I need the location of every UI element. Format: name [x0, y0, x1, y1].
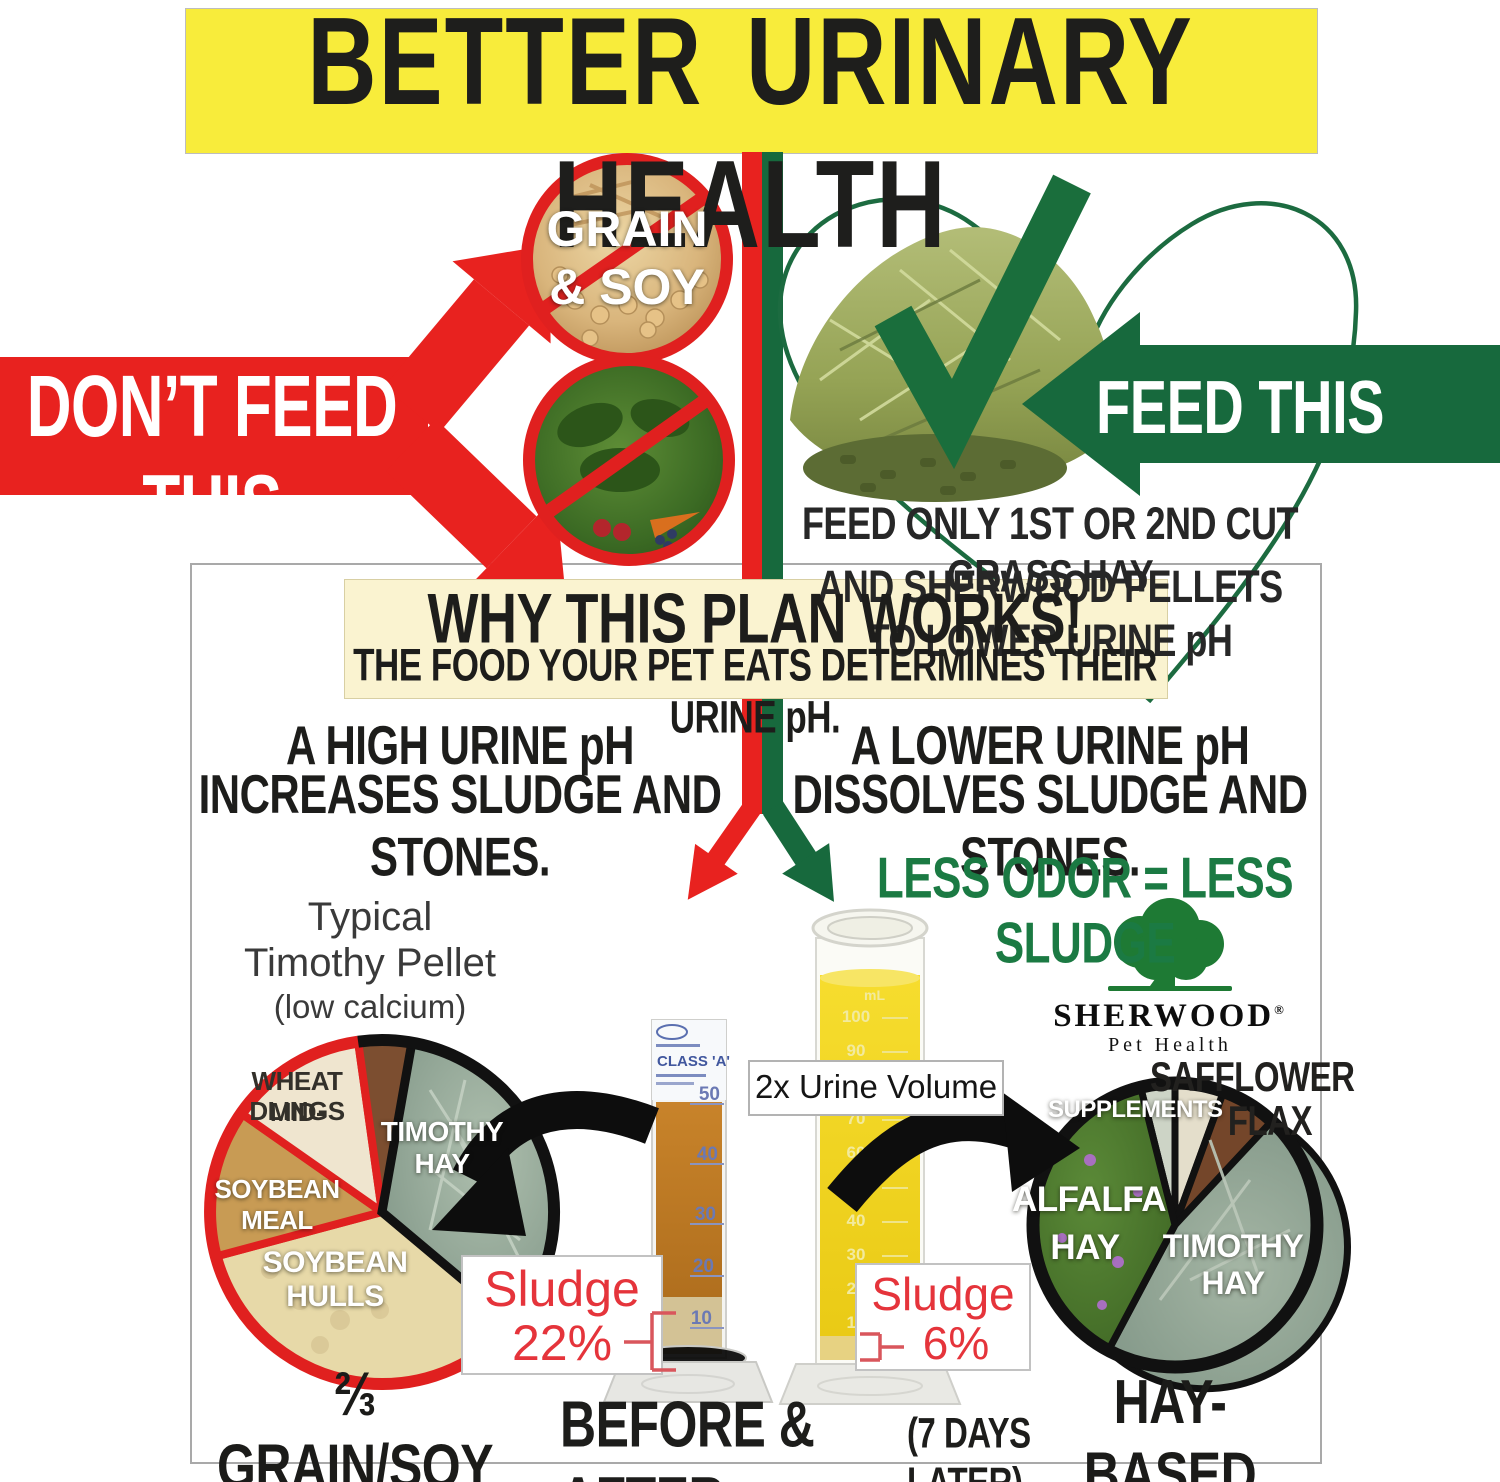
slice-label-timothy-left: TIMOTHY HAY [380, 1116, 504, 1179]
title-banner [185, 8, 1318, 154]
low-ph-line2: DISSOLVES SLUDGE AND STONES. [792, 763, 1308, 888]
check-icon [874, 174, 1091, 470]
svg-text:100: 100 [842, 1007, 870, 1026]
feed-note-line1: FEED ONLY 1ST OR 2ND CUT GRASS HAY [801, 497, 1299, 602]
slice-label-alfalfa-line2: HAY [1050, 1228, 1120, 1267]
feed-note-line3: TO LOWER URINE pH [867, 614, 1233, 666]
slice-label-wheat-line1: WHEAT MID- [251, 1066, 343, 1127]
left-chart-title-line2: Timothy Pellet [244, 941, 496, 985]
slice-label-safflower: SAFFLOWER [1150, 1053, 1355, 1100]
grain-soy-label-line1: GRAIN [546, 201, 708, 257]
low-ph-line1: A LOWER URINE pH [850, 714, 1250, 776]
svg-text:10: 10 [691, 1308, 712, 1329]
dont-feed-label: DON’T FEED THIS [26, 359, 398, 555]
less-odor-text: LESS ODOR = LESS SLUDGE [876, 847, 1294, 976]
feed-this-arrow [1022, 312, 1500, 496]
veggies-photo-circle [523, 354, 735, 566]
sludge-6-box: Sludge 6% [855, 1263, 1031, 1371]
right-cylinder-unit: mL [864, 987, 885, 1003]
sludge-22-box: Sludge 22% [461, 1255, 663, 1375]
high-ph-line2: INCREASES SLUDGE AND STONES. [198, 763, 722, 888]
brand-reg-mark: ® [1274, 1002, 1287, 1017]
sludge-6-label: Sludge [871, 1268, 1015, 1320]
why-subtitle: THE FOOD YOUR PET EATS DETERMINES THEIR … [353, 640, 1157, 743]
left-chart-caption: ⅔ GRAIN/SOY [216, 1358, 494, 1482]
slice-label-wheat-line2: DLINGS [249, 1096, 345, 1126]
brand-name-text: SHERWOOD [1053, 998, 1275, 1034]
page-title: BETTER URINARY HEALTH [307, 0, 1194, 275]
sherwood-tree-logo [1108, 898, 1232, 991]
svg-text:20: 20 [693, 1256, 714, 1277]
brand-subtitle: Pet Health [1108, 1034, 1232, 1056]
svg-text:30: 30 [847, 1245, 866, 1264]
before-after-paren: (7 DAYS LATER) [906, 1408, 1031, 1482]
left-cylinder-class-label: CLASS 'A' [657, 1053, 730, 1070]
left-chart-title-line1: Typical [307, 895, 433, 939]
slice-label-flax: FLAX [1227, 1097, 1313, 1144]
sludge-22-label: Sludge [484, 1261, 640, 1317]
slice-label-meal: SOYBEAN MEAL [214, 1174, 340, 1235]
svg-text:30: 30 [695, 1204, 716, 1225]
sludge-22-value: 22% [511, 1315, 613, 1371]
grain-soy-label-line2: & SOY [549, 259, 705, 315]
slice-label-supplements: SUPPLEMENTS [1048, 1096, 1223, 1123]
dont-feed-arrow [0, 244, 566, 595]
svg-text:40: 40 [697, 1144, 718, 1165]
high-ph-line1: A HIGH URINE pH [286, 714, 634, 776]
slice-label-timothy-right: TIMOTHY HAY [1162, 1228, 1304, 1301]
slice-label-hulls: SOYBEAN HULLS [262, 1246, 408, 1313]
why-banner [344, 579, 1168, 699]
feed-note-line2: AND SHERWOOD PELLETS [817, 560, 1283, 612]
slice-label-alfalfa-line1: ALFALFA [1012, 1180, 1166, 1219]
svg-text:40: 40 [847, 1211, 866, 1230]
right-chart-caption: HAY-BASED [1083, 1366, 1257, 1482]
grain-soy-photo-circle [521, 153, 733, 365]
why-title: WHY THIS PLAN WORKS! [427, 580, 1083, 658]
before-after-main: BEFORE & AFTER [560, 1387, 815, 1482]
feed-this-label: FEED THIS [1096, 363, 1384, 450]
before-after-caption: BEFORE & AFTER (7 DAYS LATER) [560, 1388, 1100, 1482]
svg-text:50: 50 [699, 1084, 720, 1105]
arrow-to-right-pie [827, 1092, 1080, 1213]
brand-name: SHERWOOD® [1045, 998, 1295, 1035]
arrow-to-left-pie [432, 1091, 659, 1236]
sludge-6-value: 6% [922, 1317, 990, 1369]
svg-text:90: 90 [847, 1041, 866, 1060]
left-chart-subtitle: (low calcium) [273, 988, 467, 1025]
urine-volume-note: 2x Urine Volume [748, 1060, 1004, 1116]
